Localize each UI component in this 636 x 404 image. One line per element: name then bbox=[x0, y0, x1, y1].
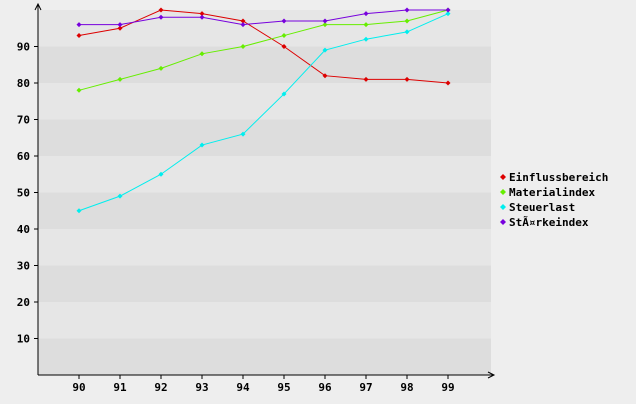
legend-label: StÃ¤rkeindex bbox=[509, 216, 589, 229]
data-point bbox=[445, 80, 451, 86]
grid-band bbox=[38, 83, 491, 120]
x-tick-label: 98 bbox=[400, 381, 413, 394]
data-point bbox=[322, 73, 328, 79]
data-point bbox=[445, 11, 451, 17]
legend-label: Steuerlast bbox=[509, 201, 575, 214]
legend-item: Steuerlast bbox=[500, 201, 575, 214]
data-point bbox=[240, 131, 246, 137]
data-point bbox=[158, 65, 164, 71]
data-point bbox=[281, 91, 287, 97]
x-tick-label: 92 bbox=[154, 381, 167, 394]
y-axis-arrow bbox=[34, 2, 42, 11]
data-point bbox=[281, 44, 287, 49]
legend-marker bbox=[500, 189, 506, 195]
data-point bbox=[199, 14, 205, 20]
grid-band bbox=[38, 229, 491, 266]
series-einflussbereich bbox=[76, 7, 451, 86]
data-point bbox=[76, 87, 82, 93]
x-tick-label: 97 bbox=[359, 381, 372, 394]
data-point bbox=[76, 208, 82, 214]
grid-bands bbox=[38, 10, 491, 375]
x-axis-arrow bbox=[487, 371, 496, 379]
x-tick-label: 96 bbox=[318, 381, 332, 394]
data-point bbox=[322, 47, 328, 53]
data-point bbox=[322, 22, 328, 28]
data-point bbox=[281, 33, 287, 39]
y-tick-label: 80 bbox=[17, 77, 30, 90]
data-point bbox=[158, 7, 164, 13]
data-point bbox=[240, 22, 246, 28]
x-tick-label: 90 bbox=[72, 381, 85, 394]
x-tick-label: 99 bbox=[441, 381, 454, 394]
x-axis-ticks: 90 91 92 93 94 95 96 97 98 99 bbox=[72, 375, 455, 394]
legend-item: Einflussbereich bbox=[500, 171, 608, 184]
y-tick-label: 20 bbox=[17, 296, 30, 309]
y-tick-label: 40 bbox=[17, 223, 30, 236]
data-point bbox=[117, 193, 123, 199]
y-tick-label: 60 bbox=[17, 150, 30, 163]
data-point bbox=[158, 14, 164, 20]
grid-band bbox=[38, 46, 491, 83]
grid-band bbox=[38, 119, 491, 156]
series-steuerlast bbox=[76, 11, 451, 214]
data-point bbox=[363, 36, 369, 42]
data-point bbox=[158, 171, 164, 177]
x-tick-label: 94 bbox=[236, 381, 250, 394]
series-st-rkeindex bbox=[76, 7, 451, 28]
grid-band bbox=[38, 265, 491, 302]
data-point bbox=[363, 76, 369, 82]
grid-band bbox=[38, 192, 491, 229]
data-point bbox=[363, 11, 369, 17]
data-point bbox=[240, 18, 246, 24]
series-line bbox=[78, 13, 449, 212]
legend-label: Einflussbereich bbox=[509, 171, 608, 184]
data-point bbox=[322, 18, 328, 24]
series-lines bbox=[76, 7, 451, 214]
x-tick-label: 93 bbox=[195, 381, 208, 394]
grid-band bbox=[38, 338, 491, 375]
legend-marker bbox=[500, 204, 506, 210]
data-point bbox=[76, 33, 82, 39]
data-point bbox=[281, 18, 287, 24]
data-point bbox=[199, 11, 205, 17]
y-tick-label: 30 bbox=[17, 260, 30, 273]
data-point bbox=[404, 18, 410, 24]
axes bbox=[34, 2, 496, 379]
x-tick-label: 91 bbox=[113, 381, 127, 394]
y-axis-ticks: 10 20 30 40 50 60 70 80 90 bbox=[17, 41, 38, 346]
y-tick-label: 10 bbox=[17, 333, 30, 346]
data-point bbox=[240, 44, 246, 49]
data-point bbox=[404, 76, 410, 82]
data-point bbox=[76, 22, 82, 28]
legend-item: Materialindex bbox=[500, 186, 595, 199]
series-line bbox=[78, 9, 449, 91]
grid-band bbox=[38, 302, 491, 339]
data-point bbox=[199, 142, 205, 148]
data-point bbox=[404, 7, 410, 13]
data-point bbox=[363, 22, 369, 28]
y-tick-label: 90 bbox=[17, 41, 30, 54]
series-line bbox=[78, 9, 449, 84]
grid-band bbox=[38, 156, 491, 193]
data-point bbox=[199, 51, 205, 57]
legend-marker bbox=[500, 174, 506, 180]
y-tick-label: 70 bbox=[17, 114, 30, 127]
series-line bbox=[79, 9, 448, 26]
data-point bbox=[117, 22, 123, 28]
legend-marker bbox=[500, 219, 506, 225]
x-tick-label: 95 bbox=[277, 381, 290, 394]
data-point bbox=[404, 29, 410, 35]
data-point bbox=[445, 7, 451, 13]
legend: Einflussbereich Materialindex Steuerlast St… bbox=[500, 171, 608, 229]
y-tick-label: 50 bbox=[17, 187, 30, 200]
legend-label: Materialindex bbox=[509, 186, 595, 199]
data-point bbox=[117, 25, 123, 31]
data-point bbox=[117, 76, 123, 82]
legend-item: StÃ¤rkeindex bbox=[500, 216, 589, 229]
